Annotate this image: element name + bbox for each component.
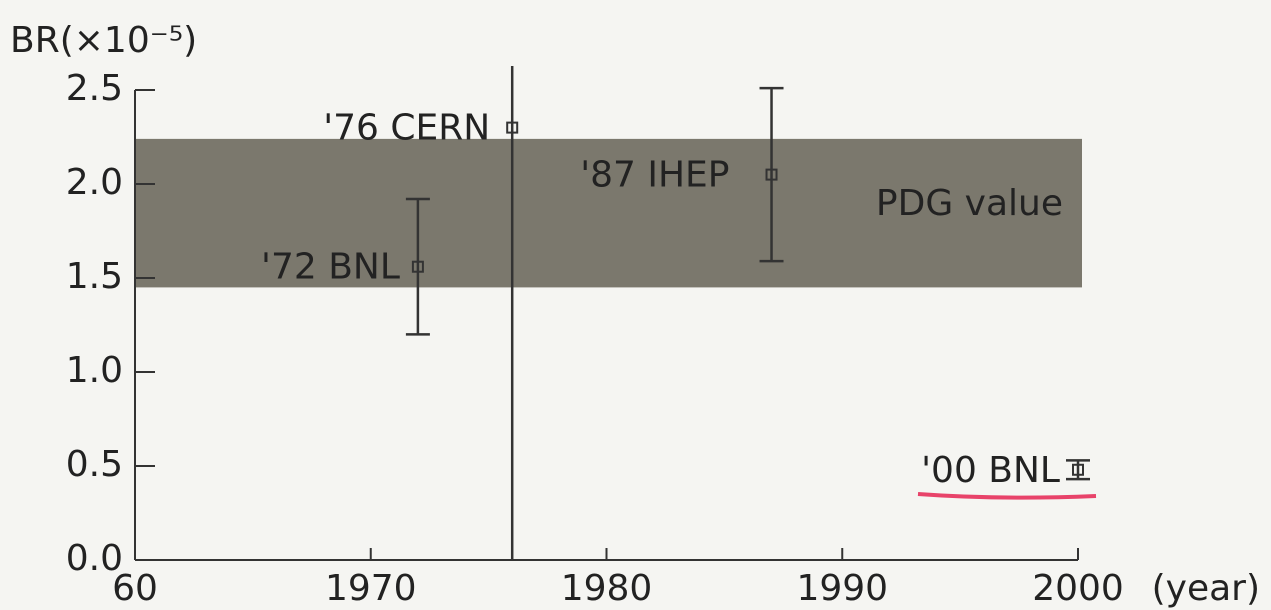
point-label: '72 BNL: [261, 247, 400, 288]
x-tick-label: 60: [112, 568, 158, 609]
data-point: [765, 168, 778, 181]
error-bar: [759, 86, 784, 263]
data-points: [405, 66, 1090, 560]
x-tick-label: 1990: [796, 568, 888, 609]
y-axis-label: BR(×10⁻⁵): [10, 20, 197, 61]
x-tick-label: 1980: [561, 568, 653, 609]
y-tick-label: 1.0: [66, 350, 123, 391]
x-axis-label: (year): [1152, 568, 1260, 609]
x-tick-label: 1970: [325, 568, 417, 609]
x-tick-label: 2000: [1032, 568, 1124, 609]
point-label: '87 IHEP: [580, 155, 729, 196]
error-bar: [1066, 459, 1090, 481]
data-point: [506, 121, 519, 134]
y-tick-label: 1.5: [66, 256, 123, 297]
data-point: [1072, 463, 1084, 476]
y-tick-label: 0.0: [66, 538, 123, 579]
band-label: PDG value: [876, 183, 1063, 224]
error-bar: [405, 197, 430, 336]
data-point: [411, 260, 424, 273]
point-label: '00 BNL: [921, 450, 1060, 491]
y-tick-label: 2.0: [66, 162, 123, 203]
pdg-band: [135, 138, 1082, 288]
y-tick-label: 0.5: [66, 444, 123, 485]
highlight-underline: [917, 492, 1097, 500]
point-label: '76 CERN: [323, 108, 490, 149]
y-tick-label: 2.5: [66, 68, 123, 109]
